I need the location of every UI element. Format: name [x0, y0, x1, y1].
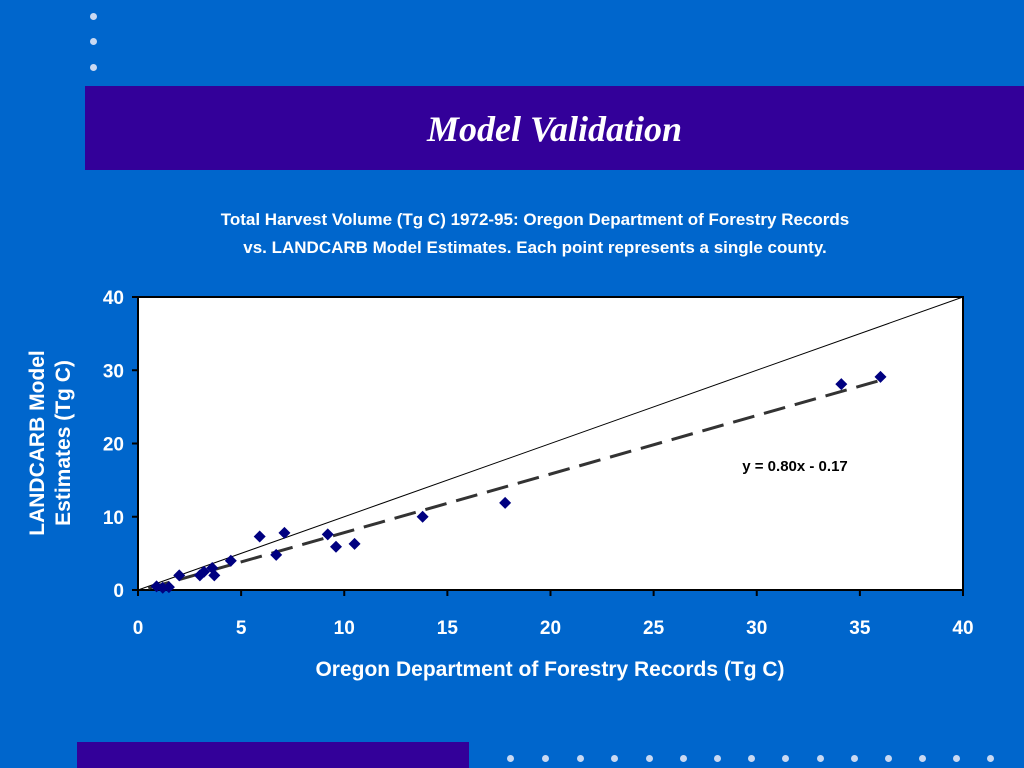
decor-dot-bottom-6	[680, 755, 687, 762]
chart-title-line-1: Total Harvest Volume (Tg C) 1972-95: Ore…	[220, 210, 850, 229]
decor-dot-bottom-7	[714, 755, 721, 762]
y-tick-label: 20	[103, 435, 124, 456]
decor-dot-bottom-9	[782, 755, 789, 762]
decor-dot-bottom-11	[851, 755, 858, 762]
title-band: Model Validation	[85, 86, 1024, 170]
data-point-12	[278, 526, 291, 539]
data-point-18	[835, 378, 848, 391]
x-tick-label: 15	[437, 618, 459, 639]
data-point-16	[416, 510, 429, 523]
y-tick-label: 30	[103, 361, 124, 382]
y-axis-label-line-1: LANDCARB Model	[26, 350, 49, 535]
chart-title: Total Harvest Volume (Tg C) 1972-95: Ore…	[100, 206, 970, 262]
y-tick-label: 0	[113, 581, 124, 602]
data-point-19	[874, 370, 887, 383]
data-point-9	[224, 554, 237, 567]
x-tick-label: 25	[643, 618, 665, 639]
x-tick-label: 20	[540, 618, 561, 639]
data-point-4	[173, 569, 186, 582]
y-tick-label: 10	[103, 508, 124, 529]
decor-dot-top-3	[90, 64, 97, 71]
data-point-17	[499, 496, 512, 509]
decor-dot-bottom-8	[748, 755, 755, 762]
x-tick-label: 30	[746, 618, 767, 639]
decor-dot-bottom-10	[817, 755, 824, 762]
decor-dot-bottom-15	[987, 755, 994, 762]
x-tick-label: 35	[849, 618, 871, 639]
decor-dot-bottom-1	[507, 755, 514, 762]
decor-dot-bottom-2	[542, 755, 549, 762]
decor-dot-bottom-14	[953, 755, 960, 762]
x-tick-label: 0	[133, 618, 144, 639]
data-point-8	[208, 569, 221, 582]
data-point-10	[253, 530, 266, 543]
bottom-band	[77, 742, 469, 768]
y-tick-label: 40	[103, 288, 124, 309]
data-point-11	[270, 548, 283, 561]
data-point-15	[348, 537, 361, 550]
x-axis-label: Oregon Department of Forestry Records (T…	[315, 658, 784, 681]
reference-line	[137, 296, 964, 591]
decor-dot-bottom-13	[919, 755, 926, 762]
decor-dot-bottom-12	[885, 755, 892, 762]
chart-title-line-2: vs. LANDCARB Model Estimates. Each point…	[243, 238, 827, 257]
decor-dot-top-2	[90, 38, 97, 45]
x-tick-label: 40	[952, 618, 973, 639]
x-tick-label: 5	[236, 618, 247, 639]
decor-dot-top-1	[90, 13, 97, 20]
x-tick-label: 10	[334, 618, 355, 639]
decor-dot-bottom-4	[611, 755, 618, 762]
data-point-3	[162, 581, 175, 594]
slide-title: Model Validation	[426, 109, 683, 149]
trendline-equation: y = 0.80x - 0.17	[742, 458, 848, 475]
decor-dot-bottom-3	[577, 755, 584, 762]
data-point-13	[321, 528, 334, 541]
data-point-14	[330, 540, 342, 553]
decor-dot-bottom-5	[646, 755, 653, 762]
y-axis-label-line-2: Estimates (Tg C)	[52, 360, 75, 526]
